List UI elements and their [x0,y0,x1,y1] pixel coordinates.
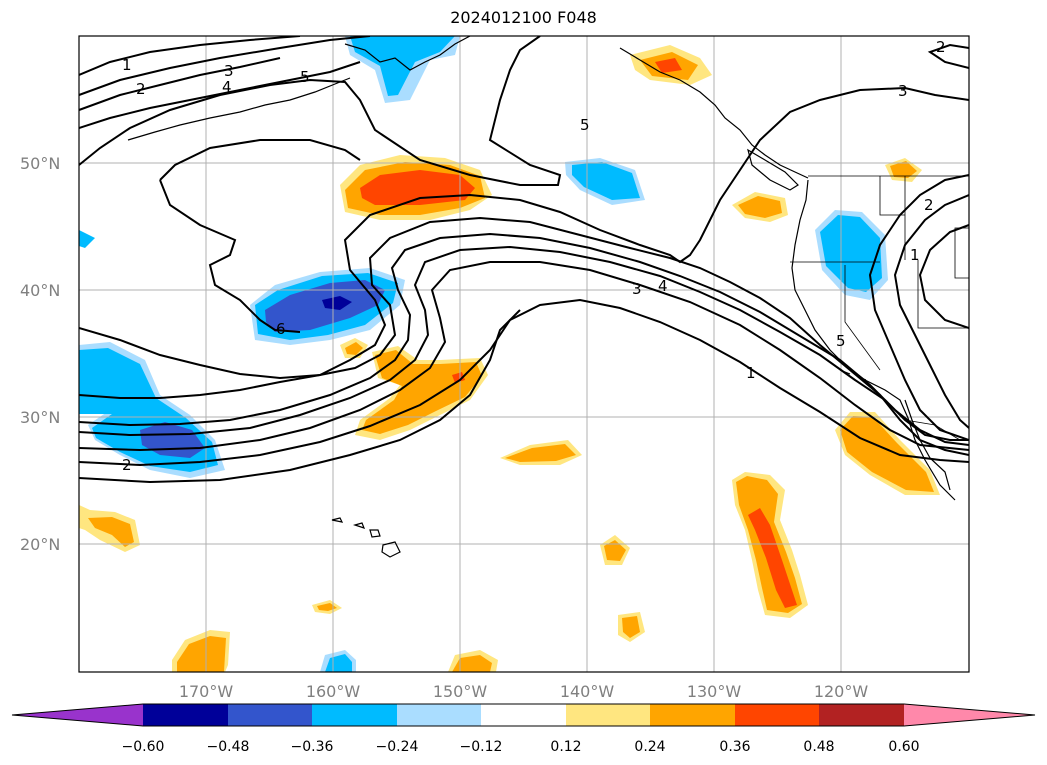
map-frame [78,35,970,673]
contour-label: 2 [936,38,946,56]
lat-label-40n: 40°N [20,281,60,300]
colorbar-tick: −0.36 [291,739,334,755]
colorbar-bin [566,704,650,726]
contour-label: 5 [836,332,846,350]
contour-label: 4 [222,78,232,96]
latitude-labels: 50°N 40°N 30°N 20°N [20,154,60,554]
contour-label: 4 [658,277,668,295]
colorbar [11,703,1036,727]
colorbar-tick: −0.24 [376,739,419,755]
colorbar-bin [228,704,312,726]
colorbar-tick: 0.12 [550,739,581,755]
lon-label-120w: 120°W [814,682,869,701]
contour-label: 3 [898,82,908,100]
colorbar-bin [481,704,566,726]
colorbar-ticks: −0.60 −0.48 −0.36 −0.24 −0.12 0.12 0.24 … [122,739,920,755]
map-panel [79,36,969,672]
contour-label: 3 [632,280,642,298]
colorbar-low-extension [12,704,143,726]
height-contours [79,36,969,484]
colorbar-tick: 0.24 [634,739,665,755]
contour-label: 2 [924,196,934,214]
colorbar-high-extension [904,704,1035,726]
contour-label: 5 [300,68,310,86]
contour-label: 2 [136,80,146,98]
colorbar-bin [312,704,397,726]
lat-label-20n: 20°N [20,535,60,554]
colorbar-tick: −0.60 [122,739,165,755]
lon-label-140w: 140°W [560,682,615,701]
lon-label-170w: 170°W [179,682,234,701]
colorbar-bin [735,704,819,726]
colorbar-bin [397,704,481,726]
lon-label-160w: 160°W [306,682,361,701]
contour-label: 1 [910,246,920,264]
lat-label-30n: 30°N [20,408,60,427]
contour-labels: 1 2 3 4 5 5 2 6 3 4 1 5 2 1 3 2 [122,38,946,474]
colorbar-tick: 0.36 [719,739,750,755]
contour-label: 1 [746,364,756,382]
contour-label: 1 [122,56,132,74]
contour-label: 3 [224,62,234,80]
lon-label-130w: 130°W [687,682,742,701]
colorbar-bin [143,704,228,726]
colorbar-bin [819,704,904,726]
colorbar-bin [650,704,735,726]
colorbar-tick: 0.60 [888,739,919,755]
graticule [79,36,969,672]
colorbar-tick: −0.12 [460,739,503,755]
colorbar-outline [11,703,1036,727]
colorbar-tick: 0.48 [803,739,834,755]
contour-label: 5 [580,116,590,134]
lat-label-50n: 50°N [20,154,60,173]
lon-label-150w: 150°W [433,682,488,701]
longitude-labels: 170°W 160°W 150°W 140°W 130°W 120°W [179,682,869,701]
contour-label: 2 [122,456,132,474]
contour-label: 6 [276,320,286,338]
colorbar-tick: −0.48 [207,739,250,755]
map-title: 2024012100 F048 [450,8,597,27]
